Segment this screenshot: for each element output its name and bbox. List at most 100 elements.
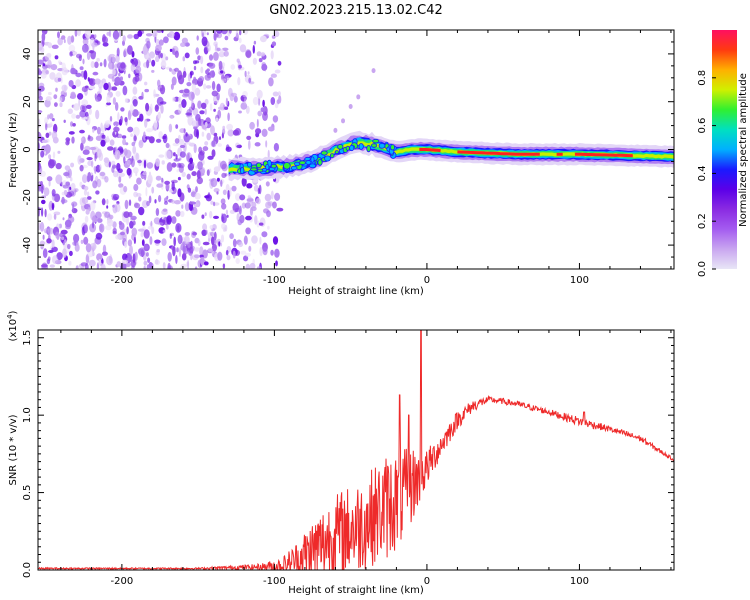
noise-speckle [193,76,197,81]
noise-speckle [94,153,97,162]
noise-speckle [166,215,172,225]
noise-speckle [106,102,112,106]
noise-speckle [47,227,54,235]
noise-speckle [108,161,111,168]
noise-speckle [130,215,137,221]
noise-speckle [138,139,144,149]
noise-speckle [75,114,81,119]
noise-speckle [91,160,94,168]
noise-speckle [73,188,79,193]
noise-speckle [274,192,281,201]
noise-speckle [192,231,198,236]
noise-speckle [254,142,261,147]
noise-speckle [148,171,152,177]
noise-speckle [82,43,89,53]
noise-speckle [168,123,173,133]
noise-speckle [197,161,203,170]
noise-speckle [202,241,210,246]
noise-speckle [45,132,50,138]
noise-speckle [86,191,90,197]
noise-speckle [158,131,163,139]
noise-speckle [206,32,209,36]
noise-speckle [86,51,91,60]
noise-speckle [83,70,88,80]
noise-speckle [96,178,102,188]
noise-speckle [61,236,65,240]
noise-speckle [185,112,192,116]
noise-speckle [165,56,169,61]
noise-speckle [236,58,240,63]
noise-speckle [57,31,60,39]
snr-spike-peak [398,394,401,396]
noise-speckle [141,91,144,100]
noise-speckle [213,30,216,40]
noise-speckle [251,235,258,244]
noise-speckle [175,210,180,214]
noise-speckle [86,115,91,126]
snr-spike-peak [583,411,585,413]
noise-speckle [202,32,205,38]
noise-speckle [243,235,248,245]
noise-speckle [146,40,151,49]
ridge-blob [290,165,298,171]
ridge-blob [265,163,270,170]
noise-speckle [249,207,254,216]
noise-speckle [115,234,121,240]
noise-speckle [211,90,218,97]
noise-speckle [70,162,75,168]
noise-speckle [240,102,248,110]
noise-speckle [173,236,176,247]
noise-speckle [202,146,209,152]
noise-speckle [172,246,176,257]
noise-speckle [145,33,153,37]
noise-speckle [249,262,256,269]
noise-speckle [183,142,187,153]
noise-speckle [41,32,46,42]
noise-speckle [275,260,278,267]
noise-speckle [157,111,161,120]
noise-speckle [238,37,242,44]
noise-speckle [92,71,99,76]
noise-speckle [272,115,279,123]
noise-speckle [44,117,49,124]
noise-speckle [172,48,175,55]
noise-speckle [120,231,125,236]
faint-streak [356,94,361,100]
spectrogram-x-tick-label: 100 [570,275,589,286]
noise-speckle [40,72,47,79]
noise-speckle [245,215,252,221]
noise-speckle [120,153,125,158]
noise-speckle [95,190,100,195]
noise-speckle [162,133,168,144]
ridge-blob [372,138,380,144]
noise-speckle [62,217,65,221]
noise-speckle [184,52,190,59]
noise-speckle [57,37,63,46]
noise-speckle [84,224,88,233]
noise-speckle [257,110,263,117]
noise-speckle [79,110,87,118]
noise-speckle [258,222,264,226]
noise-speckle [267,149,270,160]
noise-speckle [168,31,175,39]
snr-y-tick-label: 1.5 [22,330,33,346]
noise-speckle [211,243,217,252]
noise-speckle [92,128,95,133]
noise-speckle [204,74,212,80]
noise-speckle [221,47,229,51]
noise-speckle [252,44,255,54]
noise-speckle [201,214,205,219]
noise-speckle [104,176,109,183]
spectrogram-x-tick-label: -100 [263,275,286,286]
noise-speckle [232,129,240,136]
ridge-blob [337,143,344,150]
noise-speckle [95,109,100,120]
noise-speckle [147,225,154,230]
noise-speckle [152,30,158,38]
noise-speckle [220,48,224,55]
noise-speckle [45,122,48,131]
noise-speckle [69,51,73,57]
noise-speckle [41,264,48,268]
noise-speckle [262,247,268,256]
